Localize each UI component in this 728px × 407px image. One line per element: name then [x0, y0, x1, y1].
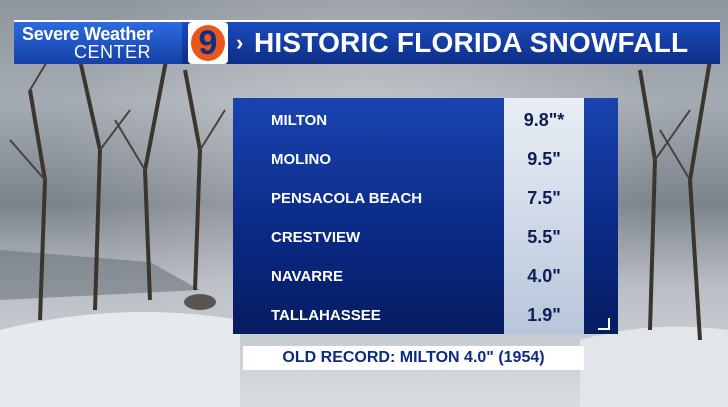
chevron-right-icon: ›	[236, 30, 244, 55]
table-row: CRESTVIEW 5.5"	[233, 217, 618, 256]
table-row: NAVARRE 4.0"	[233, 256, 618, 295]
table-row: TALLAHASSEE 1.9"	[233, 295, 618, 334]
table-row: MILTON 9.8"*	[233, 100, 618, 139]
corner-bracket-decoration	[598, 318, 610, 330]
place-name: CRESTVIEW	[271, 229, 361, 246]
place-name: MOLINO	[271, 151, 331, 168]
severe-weather-center-logo: Severe Weather CENTER	[14, 22, 182, 64]
snow-amount: 1.9"	[527, 305, 561, 325]
place-name: NAVARRE	[271, 268, 343, 285]
page-title: HISTORIC FLORIDA SNOWFALL	[254, 27, 689, 58]
snow-amount: 7.5"	[527, 188, 561, 208]
snow-amount: 5.5"	[527, 227, 561, 247]
value-column-highlight	[504, 98, 584, 334]
place-name: PENSACOLA BEACH	[271, 190, 423, 207]
channel-number: 9	[191, 25, 225, 61]
title-banner: Severe Weather CENTER 9 › HISTORIC FLORI…	[14, 20, 720, 64]
old-record-banner: OLD RECORD: MILTON 4.0" (1954)	[243, 346, 584, 370]
snowfall-table: MILTON 9.8"* MOLINO 9.5" PENSACOLA BEACH…	[233, 98, 618, 334]
channel-9-logo: 9	[188, 22, 228, 64]
table-row: MOLINO 9.5"	[233, 139, 618, 178]
table-row: PENSACOLA BEACH 7.5"	[233, 178, 618, 217]
place-name: TALLAHASSEE	[271, 307, 381, 324]
place-name: MILTON	[271, 112, 328, 129]
snow-amount: 9.8"*	[523, 110, 565, 130]
snow-amount: 4.0"	[527, 266, 561, 286]
logo-text-line1: Severe Weather	[22, 24, 153, 44]
snow-amount: 9.5"	[527, 149, 561, 169]
logo-text-line2: CENTER	[74, 42, 152, 62]
